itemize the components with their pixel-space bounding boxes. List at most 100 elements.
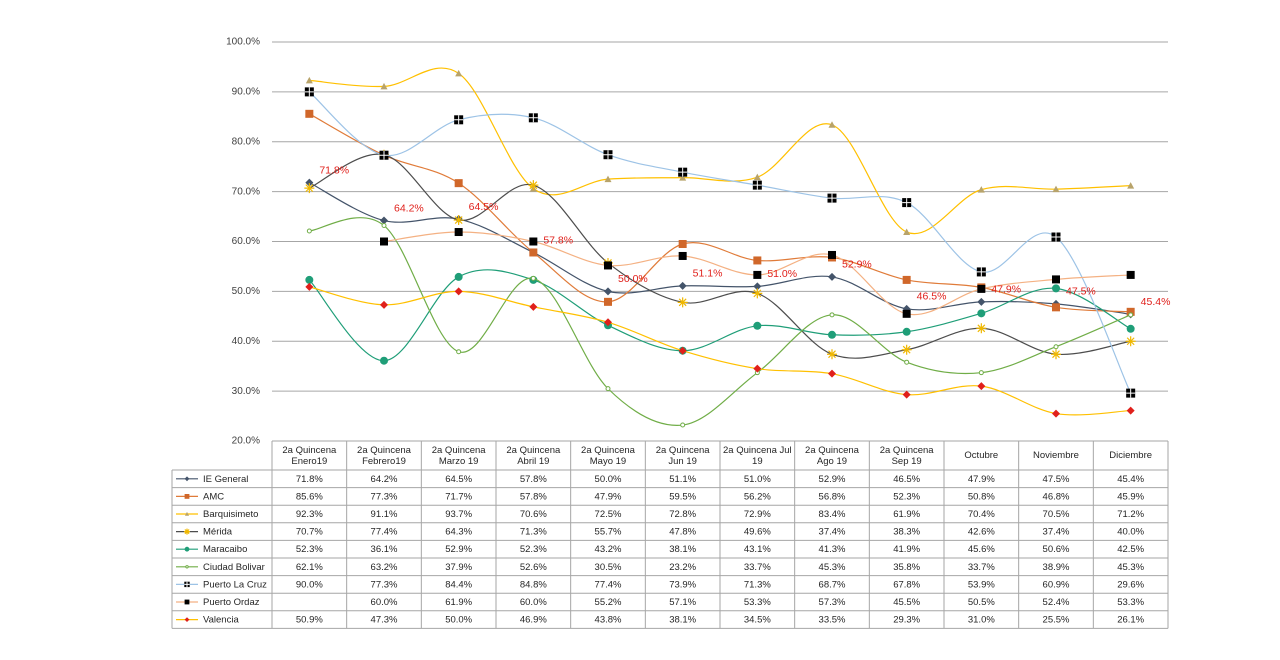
marker <box>454 115 464 125</box>
data-label: 52.9% <box>842 259 872 271</box>
marker <box>901 344 912 355</box>
marker <box>753 321 762 330</box>
table-cell: 72.9% <box>744 509 771 520</box>
table-cell: 33.7% <box>744 562 771 573</box>
table-cell: 23.2% <box>669 562 696 573</box>
legend-label: Ciudad Bolivar <box>203 562 265 573</box>
legend-marker <box>184 581 190 588</box>
marker <box>528 113 538 123</box>
marker <box>1127 182 1135 189</box>
category-label: 2a Quincena Abril 19 <box>506 444 561 467</box>
table-cell: 67.8% <box>893 579 920 590</box>
table-cell: 57.3% <box>819 597 846 608</box>
marker <box>902 309 911 318</box>
table-cell: 50.0% <box>595 474 622 485</box>
marker <box>1052 303 1060 312</box>
marker <box>678 346 687 355</box>
table-cell: 45.3% <box>1117 562 1144 573</box>
table-cell: 45.3% <box>819 562 846 573</box>
marker <box>902 390 911 399</box>
table-cell: 84.8% <box>520 579 547 590</box>
marker <box>305 275 314 284</box>
marker <box>1126 388 1136 398</box>
marker <box>304 87 314 97</box>
marker <box>380 82 388 90</box>
marker <box>1125 336 1136 347</box>
y-tick-label: 60.0% <box>232 236 260 247</box>
table-cell: 40.0% <box>1117 527 1144 538</box>
marker <box>678 251 687 260</box>
table-cell: 71.3% <box>744 579 771 590</box>
marker <box>604 261 612 270</box>
table-cell: 30.5% <box>595 562 622 573</box>
y-tick-label: 80.0% <box>232 136 260 147</box>
marker-cross <box>184 581 190 588</box>
legend-marker <box>184 546 190 552</box>
table-cell: 50.5% <box>968 597 995 608</box>
marker <box>1052 185 1060 193</box>
table-cell: 38.3% <box>893 527 920 538</box>
marker <box>827 349 837 360</box>
table-cell: 34.5% <box>744 615 771 626</box>
marker <box>978 370 984 376</box>
category-label: Diciembre <box>1109 450 1153 461</box>
table-cell: 33.5% <box>819 615 846 626</box>
marker <box>1053 344 1059 350</box>
marker <box>1051 232 1061 242</box>
table-cell: 37.4% <box>819 527 846 538</box>
marker <box>902 198 912 208</box>
marker <box>1051 349 1061 360</box>
table-cell: 29.6% <box>1117 579 1144 590</box>
marker <box>678 239 687 248</box>
table-cell: 64.2% <box>371 474 398 485</box>
legend-marker <box>184 617 190 622</box>
data-label: 71.8% <box>319 164 349 176</box>
table-cell: 41.3% <box>819 544 846 555</box>
marker <box>976 323 987 334</box>
table-cell: 52.4% <box>1043 597 1070 608</box>
category-label: 2a Quincena Febrero19 <box>357 444 411 467</box>
marker-cross <box>752 180 762 190</box>
table-cell: 25.5% <box>1043 615 1070 626</box>
marker-cross <box>902 198 912 208</box>
y-tick-label: 50.0% <box>232 286 260 297</box>
marker-cross <box>1126 388 1136 398</box>
marker <box>977 382 986 391</box>
table-cell: 37.4% <box>1043 527 1070 538</box>
table-cell: 53.3% <box>744 597 771 608</box>
data-label: 47.5% <box>1066 286 1096 298</box>
category-label: 2a Quincena Sep 19 <box>879 444 934 467</box>
table-cell: 55.7% <box>595 527 622 538</box>
table-cell: 73.9% <box>669 579 696 590</box>
table-cell: 72.5% <box>595 509 622 520</box>
marker <box>1052 409 1060 418</box>
marker <box>454 272 463 281</box>
table-cell: 84.4% <box>445 579 472 590</box>
marker-cross <box>1051 232 1061 242</box>
series-line <box>383 231 1131 316</box>
table-cell: 31.0% <box>968 615 995 626</box>
marker <box>1128 312 1134 318</box>
table-cell: 51.0% <box>744 474 771 485</box>
table-cell: 77.3% <box>371 491 398 502</box>
category-label: 2a Quincena Enero19 <box>282 444 337 467</box>
marker <box>753 173 761 181</box>
data-label: 51.0% <box>767 268 797 280</box>
legend-marker <box>184 528 190 535</box>
table-cell: 52.9% <box>819 474 846 485</box>
marker <box>828 330 836 339</box>
table-cell: 49.6% <box>744 527 771 538</box>
table-cell: 50.9% <box>296 615 323 626</box>
marker <box>678 281 687 290</box>
table-cell: 50.0% <box>445 615 472 626</box>
marker <box>380 216 388 225</box>
table-cell: 92.3% <box>296 509 323 520</box>
category-label: 2a Quincena Marzo 19 <box>431 444 486 467</box>
table-cell: 45.5% <box>893 597 920 608</box>
data-label: 46.5% <box>917 291 947 303</box>
table-cell: 47.8% <box>669 527 696 538</box>
marker <box>678 167 688 177</box>
table-cell: 91.1% <box>371 509 398 520</box>
